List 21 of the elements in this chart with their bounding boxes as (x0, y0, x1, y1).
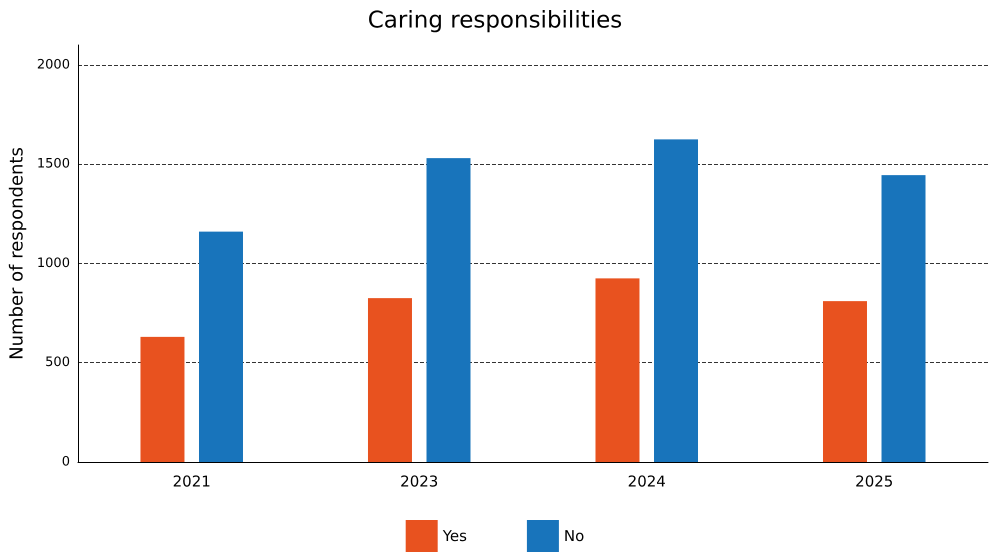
y-tick-label: 500 (45, 355, 70, 370)
legend-label: No (564, 527, 584, 545)
y-tick-label: 0 (62, 454, 70, 470)
y-tick-label: 2000 (36, 57, 70, 72)
bar (198, 232, 243, 462)
bar (368, 298, 412, 462)
y-axis-title: Number of respondents (6, 147, 28, 360)
y-tick-label: 1500 (36, 156, 70, 172)
x-tick-label: 2024 (628, 472, 666, 490)
legend-label: Yes (442, 527, 468, 545)
x-tick-label: 2021 (172, 472, 211, 490)
bar (595, 278, 640, 462)
bar (140, 336, 184, 462)
bar (426, 158, 470, 462)
bar (882, 175, 926, 462)
chart-title: Caring responsibilities (368, 8, 622, 34)
bar (654, 139, 698, 462)
bar (822, 301, 867, 462)
x-tick-label: 2025 (855, 472, 894, 490)
x-tick-label: 2023 (400, 472, 438, 490)
y-tick-label: 1000 (36, 256, 70, 271)
